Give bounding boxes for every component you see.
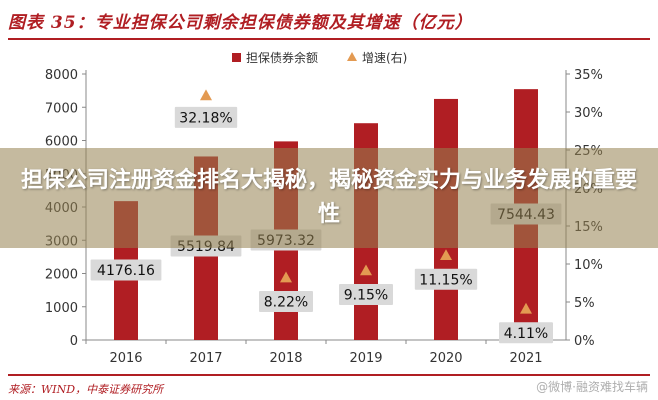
source-note: 来源：WIND，中泰证券研究所 (8, 383, 164, 396)
x-tick-label: 2017 (189, 351, 222, 366)
legend-bar-label: 担保债券余额 (246, 50, 318, 65)
growth-marker-2020 (440, 249, 452, 261)
legend-bar-swatch (232, 53, 241, 62)
growth-value-label: 8.22% (264, 295, 308, 311)
figure-title: 图表 35：专业担保公司剩余担保债券额及其增速（亿元） (8, 13, 473, 33)
source-rule (8, 374, 650, 376)
growth-value-label: 11.15% (419, 272, 472, 288)
growth-value-label-box (259, 291, 313, 313)
x-tick-label: 2021 (509, 351, 542, 366)
legend-growth-label: 增速(右) (362, 50, 407, 65)
x-tick-label: 2018 (269, 351, 302, 366)
left-tick-label: 0 (70, 334, 78, 349)
growth-value-label: 32.18% (179, 110, 232, 126)
right-tick-label: 35% (574, 68, 603, 83)
left-tick-label: 1000 (45, 301, 78, 316)
x-tick-label: 2019 (349, 351, 382, 366)
growth-value-label-box (414, 268, 478, 290)
growth-value-label-box (339, 283, 393, 305)
growth-marker-2021 (520, 302, 532, 314)
growth-marker-2018 (280, 271, 292, 283)
left-tick-label: 6000 (45, 135, 78, 150)
x-tick-label: 2016 (109, 351, 142, 366)
right-tick-label: 5% (574, 296, 595, 311)
growth-value-label: 9.15% (344, 287, 388, 303)
growth-value-label: 4.11% (504, 326, 548, 342)
x-tick-label: 2020 (429, 351, 462, 366)
right-tick-label: 0% (574, 334, 595, 349)
left-tick-label: 8000 (45, 68, 78, 83)
growth-value-label-box (499, 322, 553, 344)
overlay-headline: 担保公司注册资金排名大揭秘，揭秘资金实力与业务发展的重要性 (20, 168, 637, 227)
left-tick-label: 2000 (45, 268, 78, 283)
bar-value-label: 4176.16 (97, 263, 155, 279)
title-rule (8, 38, 650, 40)
right-tick-label: 10% (574, 258, 603, 273)
left-tick-label: 7000 (45, 101, 78, 116)
growth-marker-2019 (360, 264, 372, 276)
bar-value-label-box (90, 259, 162, 281)
growth-marker-2017 (200, 89, 212, 101)
right-tick-label: 30% (574, 106, 603, 121)
overlay-banner: 担保公司注册资金排名大揭秘，揭秘资金实力与业务发展的重要性 (0, 148, 658, 248)
growth-value-label-box (174, 106, 238, 128)
legend-growth-swatch (347, 52, 357, 61)
watermark: @微博·融资难找车辆 (536, 380, 648, 394)
